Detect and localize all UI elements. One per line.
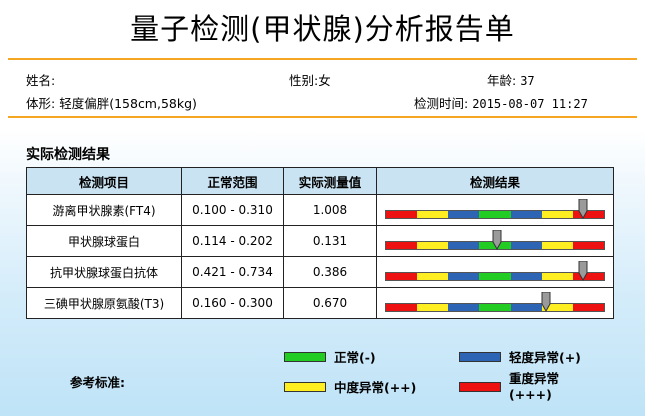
- result-bar: [385, 292, 605, 314]
- header-range: 正常范围: [181, 167, 284, 195]
- scale-segment-red: [386, 273, 418, 280]
- scale-segment-red: [572, 273, 604, 280]
- range-cell: 0.114 - 0.202: [181, 225, 284, 257]
- result-bar: [385, 230, 605, 252]
- gender-label: 性别:: [289, 73, 319, 88]
- gender-value: 女: [318, 73, 331, 88]
- time-field: 检测时间: 2015-08-07 11:27: [414, 93, 588, 112]
- result-bar: [385, 199, 605, 221]
- scale-segment-blue: [448, 273, 480, 280]
- range-cell: 0.160 - 0.300: [181, 287, 284, 319]
- age-value: 37: [520, 74, 535, 88]
- table-row: 三碘甲状腺原氨酸(T3) 0.160 - 0.300 0.670: [26, 287, 614, 319]
- age-field: 年龄: 37: [487, 70, 535, 89]
- table-row: 甲状腺球蛋白 0.114 - 0.202 0.131: [26, 225, 614, 257]
- scale-segment-green: [479, 211, 511, 218]
- scale-segment-blue: [510, 242, 542, 249]
- scale-segment-red: [572, 304, 604, 311]
- range-cell: 0.100 - 0.310: [181, 194, 284, 226]
- result-cell: [376, 287, 614, 319]
- severity-scale: [385, 303, 605, 312]
- legend-swatch-mild: [459, 352, 501, 362]
- report-title: 量子检测(甲状腺)分析报告单: [130, 12, 515, 46]
- item-cell: 抗甲状腺球蛋白抗体: [26, 256, 182, 288]
- result-bar: [385, 261, 605, 283]
- scale-segment-yellow: [417, 242, 449, 249]
- result-marker-icon: [492, 230, 502, 250]
- scale-segment-blue: [448, 211, 480, 218]
- scale-segment-blue: [510, 273, 542, 280]
- legend-text-severe: 重度异常(+++): [509, 371, 560, 402]
- scale-segment-blue: [448, 242, 480, 249]
- body-value: 轻度偏胖(158cm,58kg): [59, 96, 197, 111]
- legend-text-mild: 轻度异常(+): [509, 350, 581, 365]
- scale-segment-yellow: [417, 273, 449, 280]
- legend-swatch-moderate: [284, 382, 326, 392]
- item-cell: 甲状腺球蛋白: [26, 225, 182, 257]
- scale-segment-yellow: [541, 211, 573, 218]
- header-result: 检测结果: [376, 167, 614, 195]
- legend-swatch-severe: [459, 382, 501, 392]
- scale-segment-yellow: [541, 242, 573, 249]
- scale-segment-blue: [510, 211, 542, 218]
- result-marker-icon: [578, 199, 588, 219]
- scale-segment-blue: [448, 304, 480, 311]
- scale-segment-red: [572, 242, 604, 249]
- gender-field: 性别:女: [289, 70, 331, 89]
- header-item: 检测项目: [26, 167, 182, 195]
- result-marker-icon: [541, 292, 551, 312]
- header-value: 实际测量值: [283, 167, 377, 195]
- result-cell: [376, 225, 614, 257]
- scale-segment-green: [479, 273, 511, 280]
- top-divider: [8, 58, 637, 60]
- result-marker-icon: [578, 261, 588, 281]
- age-label: 年龄:: [487, 73, 517, 88]
- scale-segment-green: [479, 304, 511, 311]
- severity-scale: [385, 272, 605, 281]
- legend-swatch-normal: [284, 352, 326, 362]
- scale-segment-blue: [510, 304, 542, 311]
- severity-scale: [385, 210, 605, 219]
- scale-segment-red: [572, 211, 604, 218]
- value-cell: 1.008: [283, 194, 377, 226]
- name-label: 姓名:: [26, 73, 56, 88]
- section-title: 实际检测结果: [26, 147, 110, 163]
- time-value: 2015-08-07 11:27: [472, 97, 588, 111]
- item-cell: 三碘甲状腺原氨酸(T3): [26, 287, 182, 319]
- table-header-row: 检测项目 正常范围 实际测量值 检测结果: [26, 167, 614, 195]
- body-field: 体形: 轻度偏胖(158cm,58kg): [26, 93, 197, 112]
- result-cell: [376, 256, 614, 288]
- scale-segment-yellow: [417, 211, 449, 218]
- scale-segment-yellow: [541, 273, 573, 280]
- time-label: 检测时间:: [414, 96, 469, 111]
- value-cell: 0.670: [283, 287, 377, 319]
- value-cell: 0.131: [283, 225, 377, 257]
- table-row: 游离甲状腺素(FT4) 0.100 - 0.310 1.008: [26, 194, 614, 226]
- body-label: 体形:: [26, 96, 56, 111]
- bottom-divider: [8, 116, 637, 118]
- results-table: 检测项目 正常范围 实际测量值 检测结果 游离甲状腺素(FT4) 0.100 -…: [26, 167, 614, 319]
- legend-label: 参考标准:: [70, 375, 125, 390]
- result-cell: [376, 194, 614, 226]
- item-cell: 游离甲状腺素(FT4): [26, 194, 182, 226]
- scale-segment-red: [386, 211, 418, 218]
- legend-text-normal: 正常(-): [334, 350, 376, 365]
- name-field: 姓名:: [26, 70, 55, 89]
- scale-segment-red: [386, 304, 418, 311]
- table-row: 抗甲状腺球蛋白抗体 0.421 - 0.734 0.386: [26, 256, 614, 288]
- scale-segment-yellow: [541, 304, 573, 311]
- scale-segment-red: [386, 242, 418, 249]
- value-cell: 0.386: [283, 256, 377, 288]
- legend-text-moderate: 中度异常(++): [334, 380, 417, 395]
- scale-segment-yellow: [417, 304, 449, 311]
- range-cell: 0.421 - 0.734: [181, 256, 284, 288]
